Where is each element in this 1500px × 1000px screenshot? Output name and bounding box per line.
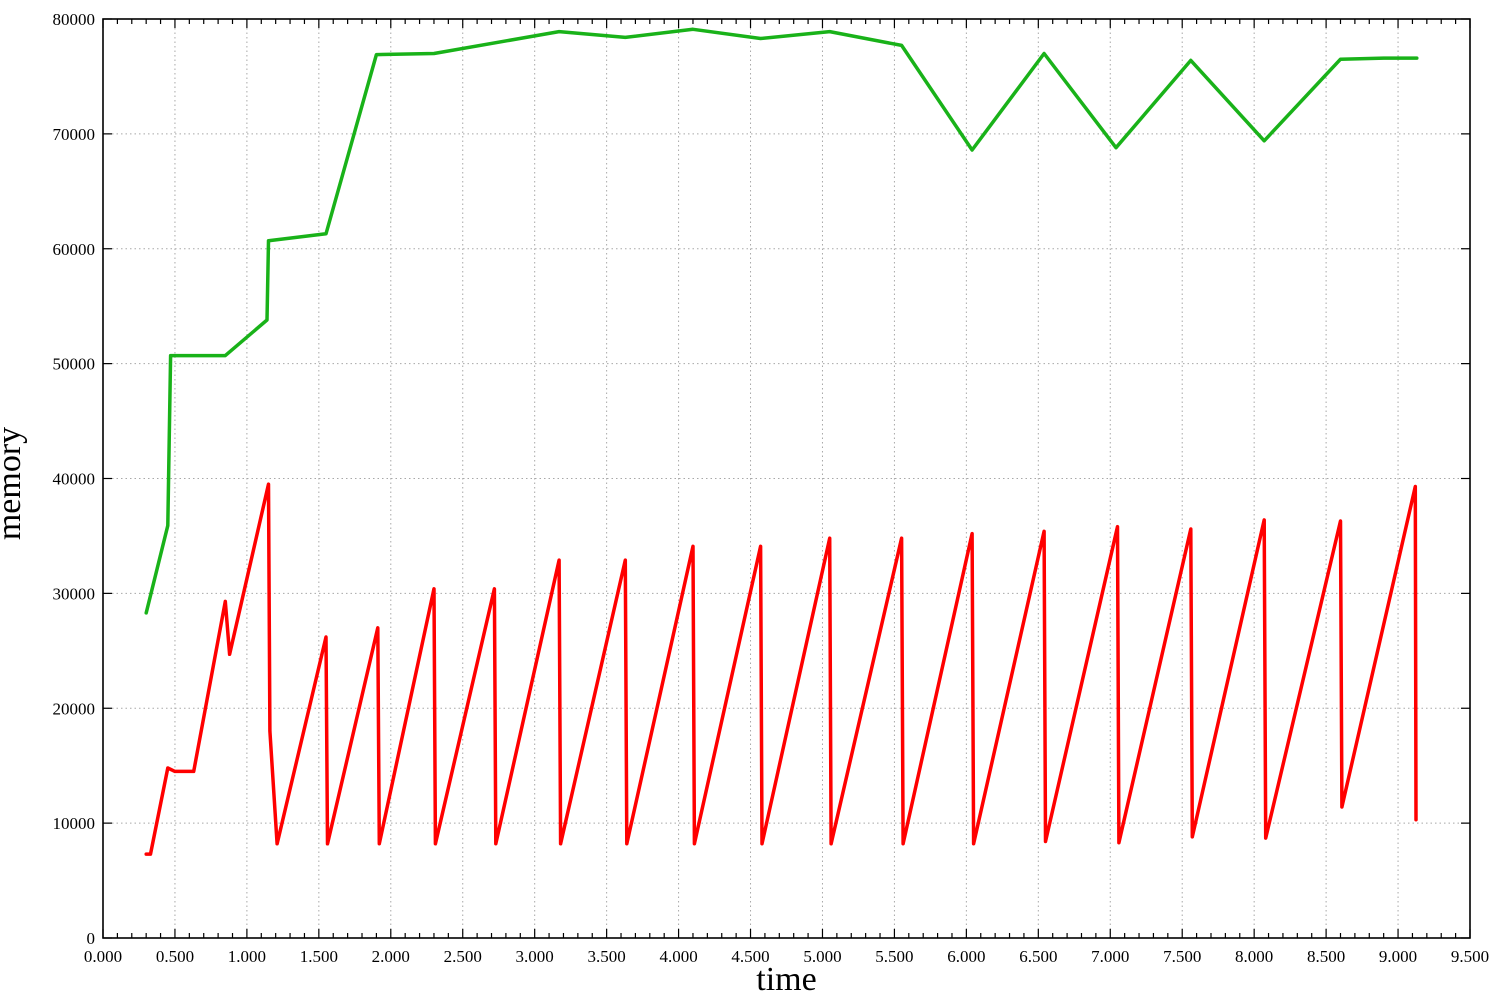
y-tick-label: 30000 xyxy=(53,584,96,603)
x-tick-label: 8.500 xyxy=(1307,947,1345,966)
x-tick-label: 0.000 xyxy=(84,947,122,966)
x-tick-label: 8.000 xyxy=(1235,947,1273,966)
x-tick-label: 5.000 xyxy=(803,947,841,966)
x-tick-label: 2.000 xyxy=(372,947,410,966)
x-tick-label: 3.500 xyxy=(588,947,626,966)
x-tick-label: 6.500 xyxy=(1019,947,1057,966)
series-layer xyxy=(144,27,1419,856)
y-tick-label: 70000 xyxy=(53,125,96,144)
y-tick-label: 50000 xyxy=(53,355,96,374)
x-tick-label: 1.000 xyxy=(228,947,266,966)
x-tick-label: 4.500 xyxy=(731,947,769,966)
y-tick-labels: 0 10000 20000 30000 40000 50000 60000 70000 8000… xyxy=(53,10,96,948)
x-tick-label: 4.000 xyxy=(659,947,697,966)
x-tick-label: 0.500 xyxy=(156,947,194,966)
x-tick-label: 7.500 xyxy=(1163,947,1201,966)
y-tick-label: 20000 xyxy=(53,699,96,718)
x-tick-label: 5.500 xyxy=(875,947,913,966)
x-tick-label: 7.000 xyxy=(1091,947,1129,966)
y-tick-label: 80000 xyxy=(53,10,96,29)
y-tick-label: 60000 xyxy=(53,240,96,259)
x-tick-label: 1.500 xyxy=(300,947,338,966)
x-tick-label: 9.500 xyxy=(1451,947,1489,966)
y-tick-label: 0 xyxy=(87,929,96,948)
y-axis-title: memory xyxy=(0,427,28,540)
tick-marks xyxy=(102,18,1471,939)
series-line-2 xyxy=(144,482,1418,856)
x-tick-label: 2.500 xyxy=(444,947,482,966)
x-axis-title: time xyxy=(756,961,816,998)
y-tick-label: 40000 xyxy=(53,470,96,489)
plot-frame xyxy=(102,18,1471,939)
x-tick-label: 9.000 xyxy=(1379,947,1417,966)
y-tick-label: 10000 xyxy=(53,814,96,833)
x-tick-label: 6.000 xyxy=(947,947,985,966)
grid xyxy=(103,19,1470,938)
series-line-1 xyxy=(144,27,1419,615)
x-tick-label: 3.000 xyxy=(516,947,554,966)
x-tick-labels: 0.000 0.500 1.000 1.500 2.000 2.500 3.000 3.500… xyxy=(84,947,1489,966)
